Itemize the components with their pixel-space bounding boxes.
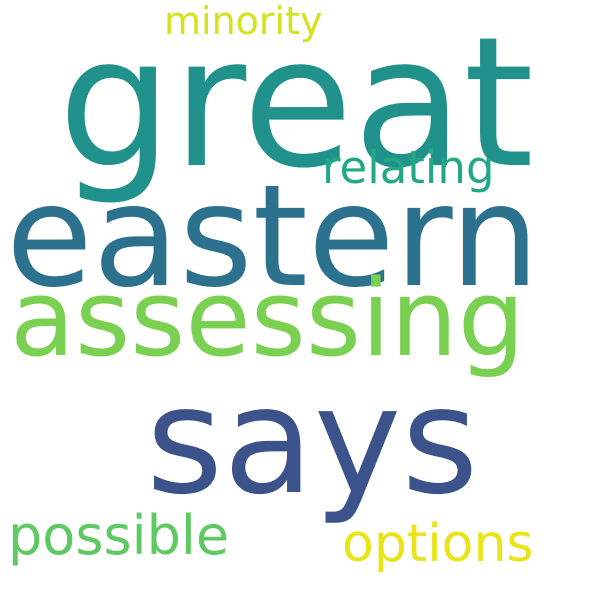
word-eastern: eastern — [6, 155, 540, 319]
word-possible: possible — [8, 504, 230, 567]
word-options: options — [342, 514, 534, 574]
word-minority: minority — [164, 0, 323, 43]
word-assessing: assessing — [10, 257, 525, 380]
word-relating: relating — [322, 141, 495, 194]
word-great: great — [58, 0, 534, 208]
word-says: says — [146, 355, 479, 527]
